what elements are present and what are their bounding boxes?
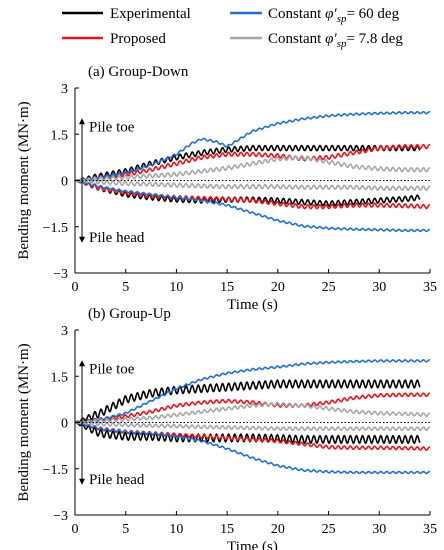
group-down-ytick-label-4: −3 — [53, 267, 68, 282]
panel-group-up: 3 1.5 0 −1.5 −3 0 5 10 15 20 25 30 35 Time (s) Bending… — [16, 306, 437, 550]
group-up-panel-title: (b) Group-Up — [88, 306, 171, 322]
group-up-ytick-label-1: 1.5 — [51, 370, 69, 385]
group-down-annotation-pile-toe: Pile toe — [89, 119, 135, 135]
group-up-annotation-pile-head: Pile head — [89, 472, 145, 488]
legend-label-phi7.8-symbol: φ′ — [325, 31, 337, 47]
group-up-xtick-label-2: 10 — [169, 522, 183, 537]
group-down-xtick-label-6: 30 — [372, 280, 386, 295]
legend-label-phi60-symbol: φ′ — [325, 6, 337, 22]
legend-label-phi60: Constant φ′sp= 60 deg — [268, 6, 400, 25]
group-up-series-phi7.8-upper — [74, 401, 431, 424]
legend-entry-experimental: Experimental — [62, 6, 191, 22]
group-up-xtick-label-1: 5 — [122, 522, 129, 537]
legend-label-phi7.8-prefix: Constant — [268, 31, 325, 47]
group-down-xtick-label-2: 10 — [169, 280, 183, 295]
group-down-annotation-pile-head: Pile head — [89, 230, 145, 246]
group-down-ytick-label-2: 0 — [61, 175, 68, 190]
legend-entry-phi60: Constant φ′sp= 60 deg — [230, 6, 400, 25]
legend-label-experimental: Experimental — [110, 6, 191, 22]
group-down-series-phi60-lower — [74, 179, 431, 233]
group-up-ytick-label-0: 3 — [61, 324, 68, 339]
panel-group-down: 3 1.5 0 −1.5 −3 0 5 10 15 20 25 30 35 Time (s) Bending… — [16, 64, 437, 313]
legend-label-phi7.8-suffix: = 7.8 deg — [346, 31, 403, 47]
group-down-xtick-label-7: 35 — [423, 280, 437, 295]
group-up-series-phi60-upper — [74, 359, 431, 424]
group-up-series-experimental-upper — [74, 379, 421, 424]
group-down-xtick-label-1: 5 — [122, 280, 129, 295]
legend-entry-phi7.8: Constant φ′sp= 7.8 deg — [230, 31, 403, 50]
group-down-ytick-label-3: −1.5 — [43, 221, 68, 236]
group-down-series-proposed-lower — [74, 179, 431, 210]
group-down-ytick-label-1: 1.5 — [51, 128, 69, 143]
group-down-series-proposed-upper — [74, 143, 431, 182]
group-down-xtick-label-3: 15 — [220, 280, 234, 295]
legend-label-phi60-sub: sp — [337, 13, 347, 25]
legend-label-phi60-suffix: = 60 deg — [346, 6, 399, 22]
group-up-annotation-arrow-up — [79, 360, 85, 367]
group-down-ytick-label-0: 3 — [61, 82, 68, 97]
group-down-x-axis-title: Time (s) — [227, 297, 278, 313]
group-up-annotation-pile-toe: Pile toe — [89, 361, 135, 377]
legend-label-phi60-prefix: Constant — [268, 6, 325, 22]
legend-label-phi7.8: Constant φ′sp= 7.8 deg — [268, 31, 403, 50]
group-down-annotation-arrow-down — [79, 236, 85, 243]
group-up-series-phi7.8-lower — [74, 421, 431, 432]
group-up-xtick-label-3: 15 — [220, 522, 234, 537]
group-up-xtick-label-0: 0 — [72, 522, 79, 537]
group-up-annotation-arrow-down — [79, 478, 85, 485]
group-up-xtick-label-7: 35 — [423, 522, 437, 537]
group-down-xtick-label-4: 20 — [271, 280, 285, 295]
legend-label-proposed: Proposed — [110, 31, 166, 47]
group-up-xtick-label-6: 30 — [372, 522, 386, 537]
group-down-series-phi7.8-lower — [74, 179, 431, 191]
group-up-xtick-label-5: 25 — [322, 522, 336, 537]
legend: Experimental Proposed Constant φ′sp= 60 … — [62, 6, 403, 50]
group-down-series-experimental-upper — [74, 144, 421, 182]
group-down-y-axis-title: Bending moment (MN·m) — [16, 101, 32, 259]
group-up-xtick-label-4: 20 — [271, 522, 285, 537]
group-up-y-axis-title: Bending moment (MN·m) — [16, 343, 32, 501]
group-up-series-phi60-lower — [74, 421, 431, 475]
group-up-ytick-label-2: 0 — [61, 417, 68, 432]
group-down-xtick-label-5: 25 — [322, 280, 336, 295]
group-up-series-proposed-upper — [74, 392, 431, 424]
group-down-series-phi60-upper — [74, 110, 431, 182]
group-down-xtick-label-0: 0 — [72, 280, 79, 295]
legend-label-phi7.8-sub: sp — [337, 38, 347, 50]
group-down-series-phi7.8-upper — [74, 154, 431, 182]
group-down-annotation-arrow-up — [79, 118, 85, 125]
group-up-ytick-label-3: −1.5 — [43, 463, 68, 478]
group-down-panel-title: (a) Group-Down — [88, 64, 189, 80]
group-up-series-experimental-lower — [74, 421, 421, 445]
group-up-ytick-label-4: −3 — [53, 509, 68, 524]
group-up-x-axis-title: Time (s) — [227, 539, 278, 550]
legend-entry-proposed: Proposed — [62, 31, 166, 47]
